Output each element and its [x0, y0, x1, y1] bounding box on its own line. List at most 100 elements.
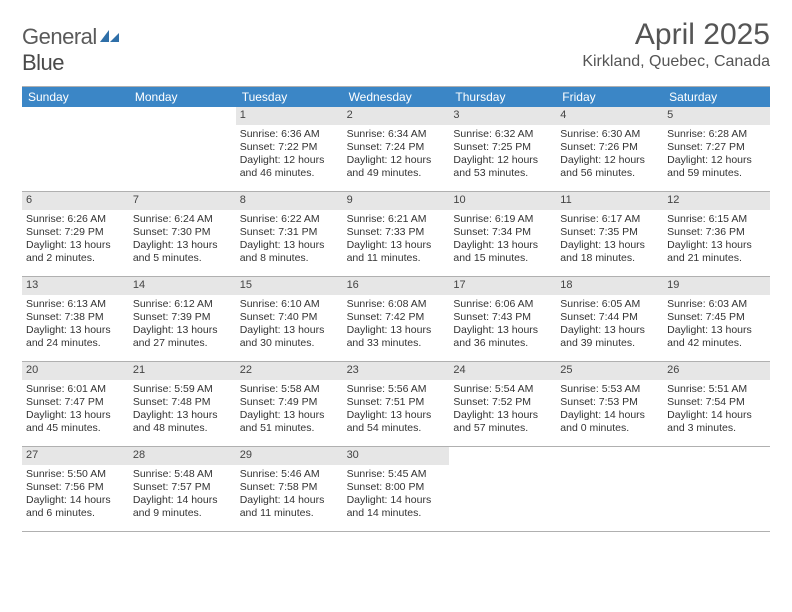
- sunset-text: Sunset: 7:29 PM: [26, 226, 125, 239]
- sunrise-text: Sunrise: 6:10 AM: [240, 298, 339, 311]
- daylight-text: Daylight: 12 hours and 59 minutes.: [667, 154, 766, 180]
- daylight-text: Daylight: 13 hours and 24 minutes.: [26, 324, 125, 350]
- daylight-text: Daylight: 12 hours and 56 minutes.: [560, 154, 659, 180]
- date-number: 14: [129, 277, 236, 295]
- day-header-sunday: Sunday: [22, 87, 129, 107]
- day-header-wednesday: Wednesday: [343, 87, 450, 107]
- sunset-text: Sunset: 7:49 PM: [240, 396, 339, 409]
- sunset-text: Sunset: 7:30 PM: [133, 226, 232, 239]
- day-header-monday: Monday: [129, 87, 236, 107]
- logo-text-1: General: [22, 24, 97, 49]
- day-header-tuesday: Tuesday: [236, 87, 343, 107]
- date-number: 19: [663, 277, 770, 295]
- week-row: 27Sunrise: 5:50 AMSunset: 7:56 PMDayligh…: [22, 447, 770, 532]
- date-number: 26: [663, 362, 770, 380]
- day-cell: 25Sunrise: 5:53 AMSunset: 7:53 PMDayligh…: [556, 362, 663, 446]
- sunset-text: Sunset: 7:44 PM: [560, 311, 659, 324]
- day-cell: 19Sunrise: 6:03 AMSunset: 7:45 PMDayligh…: [663, 277, 770, 361]
- sunset-text: Sunset: 7:22 PM: [240, 141, 339, 154]
- date-number: 16: [343, 277, 450, 295]
- week-row: 6Sunrise: 6:26 AMSunset: 7:29 PMDaylight…: [22, 192, 770, 277]
- sail-icon: [99, 24, 121, 50]
- sunset-text: Sunset: 7:36 PM: [667, 226, 766, 239]
- week-row: ..1Sunrise: 6:36 AMSunset: 7:22 PMDaylig…: [22, 107, 770, 192]
- daylight-text: Daylight: 13 hours and 57 minutes.: [453, 409, 552, 435]
- daylight-text: Daylight: 13 hours and 48 minutes.: [133, 409, 232, 435]
- date-number: 13: [22, 277, 129, 295]
- sunrise-text: Sunrise: 5:46 AM: [240, 468, 339, 481]
- daylight-text: Daylight: 13 hours and 27 minutes.: [133, 324, 232, 350]
- date-number: 17: [449, 277, 556, 295]
- sunrise-text: Sunrise: 5:53 AM: [560, 383, 659, 396]
- sunrise-text: Sunrise: 5:56 AM: [347, 383, 446, 396]
- date-number: 4: [556, 107, 663, 125]
- sunrise-text: Sunrise: 5:54 AM: [453, 383, 552, 396]
- sunrise-text: Sunrise: 6:24 AM: [133, 213, 232, 226]
- sunrise-text: Sunrise: 6:19 AM: [453, 213, 552, 226]
- sunset-text: Sunset: 7:56 PM: [26, 481, 125, 494]
- sunset-text: Sunset: 7:34 PM: [453, 226, 552, 239]
- sunrise-text: Sunrise: 6:01 AM: [26, 383, 125, 396]
- daylight-text: Daylight: 14 hours and 11 minutes.: [240, 494, 339, 520]
- day-cell: .: [663, 447, 770, 531]
- day-cell: 29Sunrise: 5:46 AMSunset: 7:58 PMDayligh…: [236, 447, 343, 531]
- day-cell: 5Sunrise: 6:28 AMSunset: 7:27 PMDaylight…: [663, 107, 770, 191]
- daylight-text: Daylight: 13 hours and 8 minutes.: [240, 239, 339, 265]
- day-cell: 18Sunrise: 6:05 AMSunset: 7:44 PMDayligh…: [556, 277, 663, 361]
- sunrise-text: Sunrise: 5:58 AM: [240, 383, 339, 396]
- day-cell: 21Sunrise: 5:59 AMSunset: 7:48 PMDayligh…: [129, 362, 236, 446]
- sunrise-text: Sunrise: 6:30 AM: [560, 128, 659, 141]
- sunrise-text: Sunrise: 6:21 AM: [347, 213, 446, 226]
- daylight-text: Daylight: 14 hours and 3 minutes.: [667, 409, 766, 435]
- sunset-text: Sunset: 7:51 PM: [347, 396, 446, 409]
- sunrise-text: Sunrise: 6:15 AM: [667, 213, 766, 226]
- date-number: 7: [129, 192, 236, 210]
- daylight-text: Daylight: 14 hours and 0 minutes.: [560, 409, 659, 435]
- date-number: 27: [22, 447, 129, 465]
- day-cell: 3Sunrise: 6:32 AMSunset: 7:25 PMDaylight…: [449, 107, 556, 191]
- sunrise-text: Sunrise: 6:32 AM: [453, 128, 552, 141]
- sunrise-text: Sunrise: 6:17 AM: [560, 213, 659, 226]
- daylight-text: Daylight: 12 hours and 53 minutes.: [453, 154, 552, 180]
- daylight-text: Daylight: 12 hours and 46 minutes.: [240, 154, 339, 180]
- sunrise-text: Sunrise: 5:59 AM: [133, 383, 232, 396]
- sunrise-text: Sunrise: 6:28 AM: [667, 128, 766, 141]
- date-number: 28: [129, 447, 236, 465]
- date-number: 18: [556, 277, 663, 295]
- date-number: 5: [663, 107, 770, 125]
- date-number: 23: [343, 362, 450, 380]
- day-cell: 15Sunrise: 6:10 AMSunset: 7:40 PMDayligh…: [236, 277, 343, 361]
- day-cell: 26Sunrise: 5:51 AMSunset: 7:54 PMDayligh…: [663, 362, 770, 446]
- sunset-text: Sunset: 7:45 PM: [667, 311, 766, 324]
- date-number: 11: [556, 192, 663, 210]
- date-number: 10: [449, 192, 556, 210]
- logo-text: GeneralBlue: [22, 24, 121, 76]
- sunset-text: Sunset: 7:38 PM: [26, 311, 125, 324]
- date-number: 15: [236, 277, 343, 295]
- daylight-text: Daylight: 13 hours and 11 minutes.: [347, 239, 446, 265]
- date-number: 9: [343, 192, 450, 210]
- date-number: 2: [343, 107, 450, 125]
- sunset-text: Sunset: 7:39 PM: [133, 311, 232, 324]
- day-cell: 20Sunrise: 6:01 AMSunset: 7:47 PMDayligh…: [22, 362, 129, 446]
- sunset-text: Sunset: 7:31 PM: [240, 226, 339, 239]
- day-cell: 4Sunrise: 6:30 AMSunset: 7:26 PMDaylight…: [556, 107, 663, 191]
- daylight-text: Daylight: 14 hours and 9 minutes.: [133, 494, 232, 520]
- sunset-text: Sunset: 7:43 PM: [453, 311, 552, 324]
- sunset-text: Sunset: 7:35 PM: [560, 226, 659, 239]
- page-header: GeneralBlue April 2025 Kirkland, Quebec,…: [22, 18, 770, 76]
- daylight-text: Daylight: 12 hours and 49 minutes.: [347, 154, 446, 180]
- date-number: 22: [236, 362, 343, 380]
- day-cell: 13Sunrise: 6:13 AMSunset: 7:38 PMDayligh…: [22, 277, 129, 361]
- sunset-text: Sunset: 7:47 PM: [26, 396, 125, 409]
- day-header-saturday: Saturday: [663, 87, 770, 107]
- sunrise-text: Sunrise: 5:51 AM: [667, 383, 766, 396]
- day-cell: 2Sunrise: 6:34 AMSunset: 7:24 PMDaylight…: [343, 107, 450, 191]
- daylight-text: Daylight: 13 hours and 5 minutes.: [133, 239, 232, 265]
- daylight-text: Daylight: 14 hours and 14 minutes.: [347, 494, 446, 520]
- calendar-page: GeneralBlue April 2025 Kirkland, Quebec,…: [0, 0, 792, 550]
- logo: GeneralBlue: [22, 18, 121, 76]
- sunset-text: Sunset: 7:25 PM: [453, 141, 552, 154]
- day-cell: 30Sunrise: 5:45 AMSunset: 8:00 PMDayligh…: [343, 447, 450, 531]
- day-cell: 9Sunrise: 6:21 AMSunset: 7:33 PMDaylight…: [343, 192, 450, 276]
